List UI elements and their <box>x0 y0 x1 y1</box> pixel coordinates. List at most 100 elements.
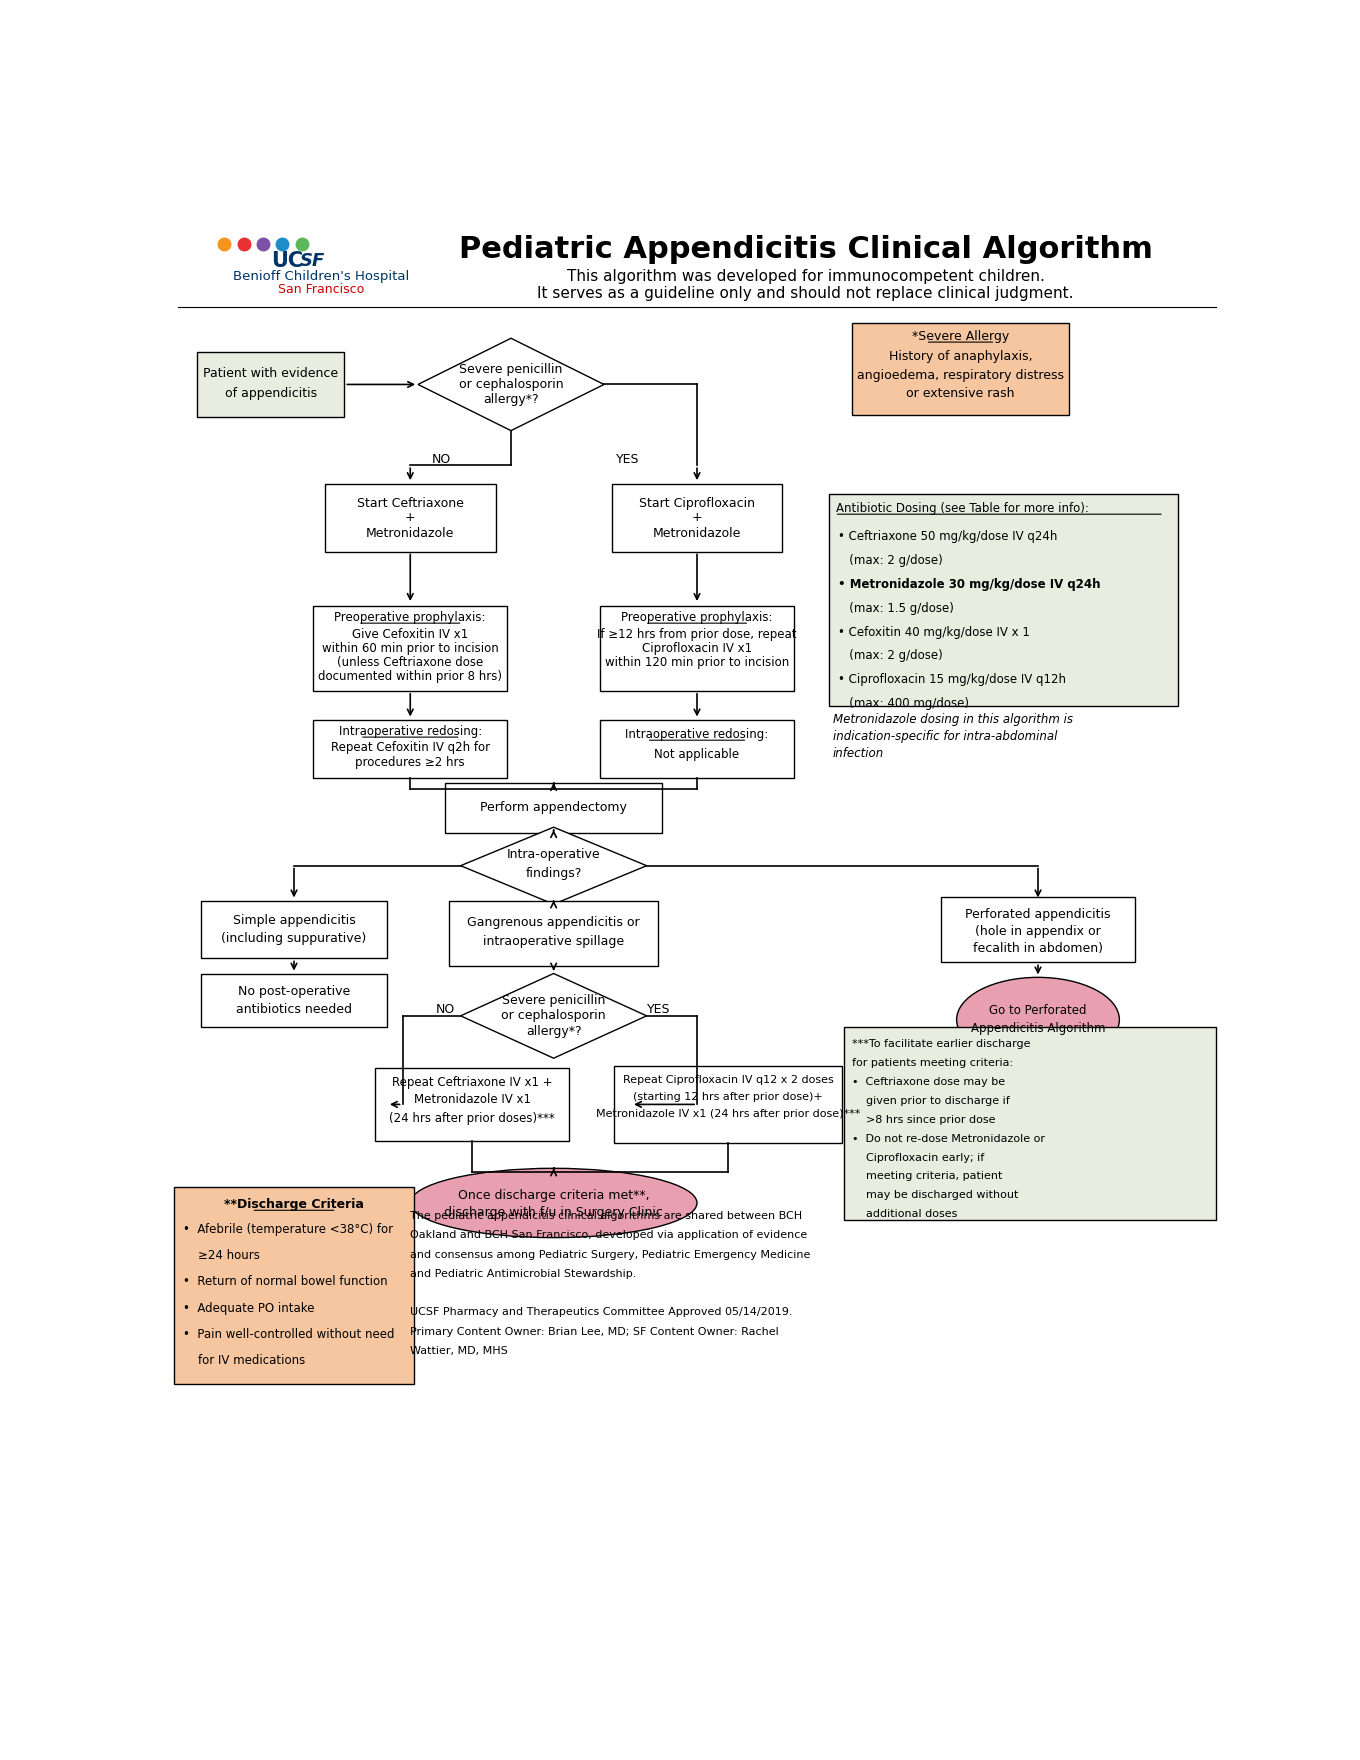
Text: • Cefoxitin 40 mg/kg/dose IV x 1: • Cefoxitin 40 mg/kg/dose IV x 1 <box>838 625 1030 639</box>
Text: Repeat Ceftriaxone IV x1 +: Repeat Ceftriaxone IV x1 + <box>392 1077 552 1089</box>
Text: allergy*?: allergy*? <box>526 1024 582 1038</box>
Text: of appendicitis: of appendicitis <box>224 387 317 400</box>
Text: Not applicable: Not applicable <box>654 748 740 762</box>
Text: Start Ceftriaxone: Start Ceftriaxone <box>356 498 464 510</box>
Text: Gangrenous appendicitis or: Gangrenous appendicitis or <box>468 917 641 929</box>
Text: (hole in appendix or: (hole in appendix or <box>975 924 1100 938</box>
Text: fecalith in abdomen): fecalith in abdomen) <box>972 942 1103 954</box>
FancyBboxPatch shape <box>375 1068 568 1140</box>
Text: •  Afebrile (temperature <38°C) for: • Afebrile (temperature <38°C) for <box>184 1223 393 1236</box>
Text: Intraoperative redosing:: Intraoperative redosing: <box>626 729 768 741</box>
Text: meeting criteria, patient: meeting criteria, patient <box>851 1172 1002 1181</box>
Text: Perforated appendicitis: Perforated appendicitis <box>966 908 1111 920</box>
Text: Repeat Cefoxitin IV q2h for: Repeat Cefoxitin IV q2h for <box>330 741 490 753</box>
Text: discharge with f/u in Surgery Clinic: discharge with f/u in Surgery Clinic <box>445 1206 664 1218</box>
Text: >8 hrs since prior dose: >8 hrs since prior dose <box>851 1114 996 1125</box>
FancyBboxPatch shape <box>313 605 507 692</box>
Text: procedures ≥2 hrs: procedures ≥2 hrs <box>355 757 465 769</box>
Text: Metronidazole: Metronidazole <box>653 526 741 540</box>
Text: Intraoperative redosing:: Intraoperative redosing: <box>339 725 481 737</box>
FancyBboxPatch shape <box>828 495 1178 706</box>
Text: Oakland and BCH San Francisco, developed via application of evidence: Oakland and BCH San Francisco, developed… <box>411 1230 808 1241</box>
Text: intraoperative spillage: intraoperative spillage <box>483 935 624 947</box>
Text: or cephalosporin: or cephalosporin <box>458 378 563 391</box>
FancyBboxPatch shape <box>845 1028 1216 1220</box>
FancyBboxPatch shape <box>201 973 388 1028</box>
Text: Simple appendicitis: Simple appendicitis <box>233 913 355 928</box>
Text: additional doses: additional doses <box>851 1209 957 1220</box>
Text: Metronidazole: Metronidazole <box>366 526 454 540</box>
FancyBboxPatch shape <box>600 720 794 778</box>
Text: or extensive rash: or extensive rash <box>906 387 1015 400</box>
Text: YES: YES <box>616 452 639 466</box>
Text: Metronidazole IV x1 (24 hrs after prior dose)***: Metronidazole IV x1 (24 hrs after prior … <box>596 1109 860 1119</box>
Text: Metronidazole IV x1: Metronidazole IV x1 <box>413 1093 530 1107</box>
FancyBboxPatch shape <box>197 352 344 417</box>
FancyBboxPatch shape <box>600 605 794 692</box>
Text: angioedema, respiratory distress: angioedema, respiratory distress <box>857 368 1064 382</box>
Text: (including suppurative): (including suppurative) <box>222 933 367 945</box>
Text: (max: 2 g/dose): (max: 2 g/dose) <box>838 649 942 662</box>
Text: History of anaphylaxis,: History of anaphylaxis, <box>888 350 1032 363</box>
FancyBboxPatch shape <box>941 898 1134 963</box>
Ellipse shape <box>411 1169 696 1237</box>
Text: UC: UC <box>271 252 303 271</box>
Text: within 60 min prior to incision: within 60 min prior to incision <box>322 642 499 655</box>
Text: •  Ceftriaxone dose may be: • Ceftriaxone dose may be <box>851 1077 1005 1088</box>
Text: given prior to discharge if: given prior to discharge if <box>851 1096 1009 1105</box>
Text: •  Do not re-dose Metronidazole or: • Do not re-dose Metronidazole or <box>851 1133 1044 1144</box>
Text: The pediatric appendicitis clinical algorithms are shared between BCH: The pediatric appendicitis clinical algo… <box>411 1211 802 1221</box>
Text: Benioff Children's Hospital: Benioff Children's Hospital <box>233 269 409 283</box>
FancyBboxPatch shape <box>313 720 507 778</box>
Text: This algorithm was developed for immunocompetent children.: This algorithm was developed for immunoc… <box>567 269 1044 283</box>
Text: No post-operative: No post-operative <box>238 984 350 998</box>
Text: (max: 1.5 g/dose): (max: 1.5 g/dose) <box>838 602 953 614</box>
Text: If ≥12 hrs from prior dose, repeat: If ≥12 hrs from prior dose, repeat <box>597 628 797 641</box>
Text: Once discharge criteria met**,: Once discharge criteria met**, <box>458 1188 650 1202</box>
Text: infection: infection <box>832 748 884 760</box>
FancyBboxPatch shape <box>612 484 782 551</box>
FancyBboxPatch shape <box>174 1188 415 1383</box>
Text: Start Ciprofloxacin: Start Ciprofloxacin <box>639 498 755 510</box>
Text: (unless Ceftriaxone dose: (unless Ceftriaxone dose <box>337 656 483 669</box>
Text: **Discharge Criteria: **Discharge Criteria <box>224 1197 364 1211</box>
Text: Ciprofloxacin IV x1: Ciprofloxacin IV x1 <box>642 642 752 655</box>
Text: NO: NO <box>435 1003 454 1016</box>
Text: Ciprofloxacin early; if: Ciprofloxacin early; if <box>851 1153 985 1163</box>
Text: for patients meeting criteria:: for patients meeting criteria: <box>851 1058 1013 1068</box>
Text: antibiotics needed: antibiotics needed <box>237 1003 352 1016</box>
FancyBboxPatch shape <box>613 1067 842 1142</box>
Text: +: + <box>692 510 702 524</box>
Text: Appendicitis Algorithm: Appendicitis Algorithm <box>971 1023 1106 1035</box>
Text: or cephalosporin: or cephalosporin <box>502 1008 607 1023</box>
Polygon shape <box>461 973 646 1058</box>
FancyBboxPatch shape <box>201 901 388 959</box>
Text: ***To facilitate earlier discharge: ***To facilitate earlier discharge <box>851 1040 1031 1049</box>
Text: •  Return of normal bowel function: • Return of normal bowel function <box>184 1276 388 1288</box>
Text: YES: YES <box>646 1003 670 1016</box>
Polygon shape <box>418 338 604 431</box>
Text: Severe penicillin: Severe penicillin <box>502 994 605 1007</box>
Text: Metronidazole dosing in this algorithm is: Metronidazole dosing in this algorithm i… <box>832 713 1073 727</box>
Text: SF: SF <box>301 252 325 271</box>
Text: Pediatric Appendicitis Clinical Algorithm: Pediatric Appendicitis Clinical Algorith… <box>458 236 1152 264</box>
Text: UCSF Pharmacy and Therapeutics Committee Approved 05/14/2019.: UCSF Pharmacy and Therapeutics Committee… <box>411 1308 793 1316</box>
Text: (starting 12 hrs after prior dose)+: (starting 12 hrs after prior dose)+ <box>634 1091 823 1102</box>
Text: and consensus among Pediatric Surgery, Pediatric Emergency Medicine: and consensus among Pediatric Surgery, P… <box>411 1250 811 1260</box>
Text: within 120 min prior to incision: within 120 min prior to incision <box>605 656 789 669</box>
Text: Antibiotic Dosing (see Table for more info):: Antibiotic Dosing (see Table for more in… <box>836 502 1089 514</box>
Text: indication-specific for intra-abdominal: indication-specific for intra-abdominal <box>832 730 1057 743</box>
Text: Severe penicillin: Severe penicillin <box>460 363 563 375</box>
Text: for IV medications: for IV medications <box>184 1353 306 1368</box>
Text: and Pediatric Antimicrobial Stewardship.: and Pediatric Antimicrobial Stewardship. <box>411 1269 636 1280</box>
Text: +: + <box>405 510 416 524</box>
Text: Preoperative prophylaxis:: Preoperative prophylaxis: <box>335 611 486 625</box>
FancyBboxPatch shape <box>851 322 1069 415</box>
Text: Preoperative prophylaxis:: Preoperative prophylaxis: <box>622 611 772 625</box>
Text: Give Cefoxitin IV x1: Give Cefoxitin IV x1 <box>352 628 468 641</box>
Text: Perform appendectomy: Perform appendectomy <box>480 801 627 815</box>
Text: San Francisco: San Francisco <box>277 283 364 296</box>
FancyBboxPatch shape <box>449 901 658 966</box>
Text: • Metronidazole 30 mg/kg/dose IV q24h: • Metronidazole 30 mg/kg/dose IV q24h <box>838 577 1100 591</box>
Text: (max: 400 mg/dose): (max: 400 mg/dose) <box>838 697 970 709</box>
